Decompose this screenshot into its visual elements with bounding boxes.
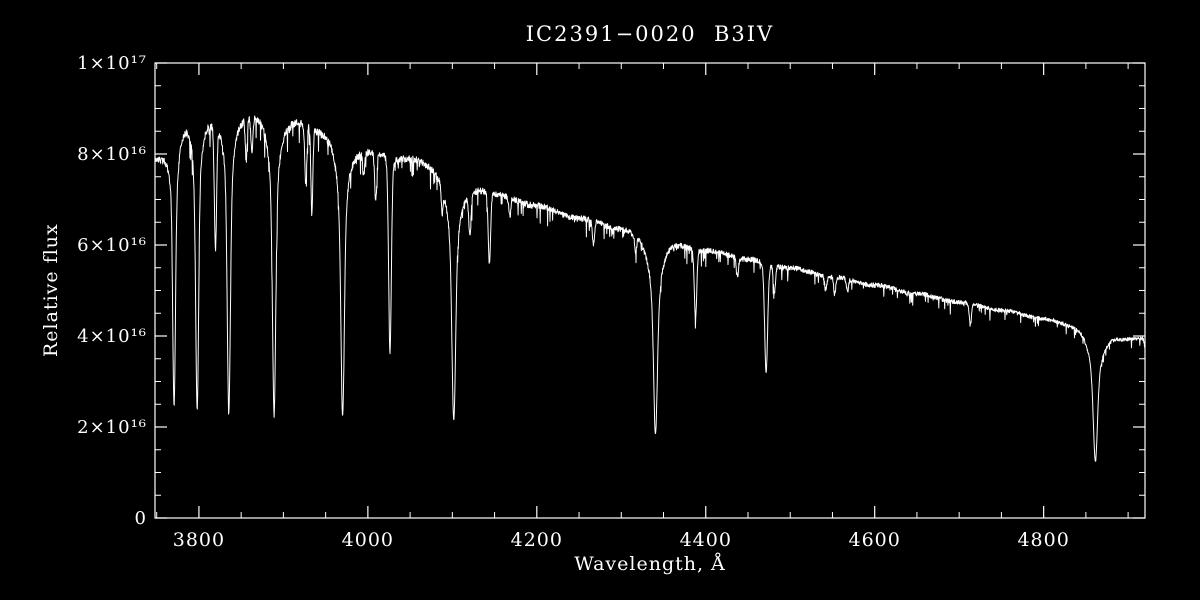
- x-tick-label: 4600: [849, 529, 901, 551]
- x-axis-label: Wavelength, Å: [574, 553, 726, 575]
- x-tick-label: 3800: [173, 529, 225, 551]
- y-tick-label: 4×10¹⁶: [77, 326, 147, 347]
- x-tick-label: 4400: [680, 529, 732, 551]
- chart-title: IC2391−0020 B3IV: [525, 22, 775, 46]
- y-tick-label: 2×10¹⁶: [77, 417, 147, 438]
- x-tick-label: 4800: [1017, 529, 1069, 551]
- x-tick-label: 4000: [342, 529, 394, 551]
- spectrum-line: [154, 115, 1146, 462]
- y-tick-label: 1×10¹⁷: [77, 53, 147, 74]
- x-tick-label: 4200: [511, 529, 563, 551]
- y-tick-label: 6×10¹⁶: [77, 235, 147, 256]
- y-tick-label: 0: [135, 508, 147, 529]
- y-tick-label: 8×10¹⁶: [77, 144, 147, 165]
